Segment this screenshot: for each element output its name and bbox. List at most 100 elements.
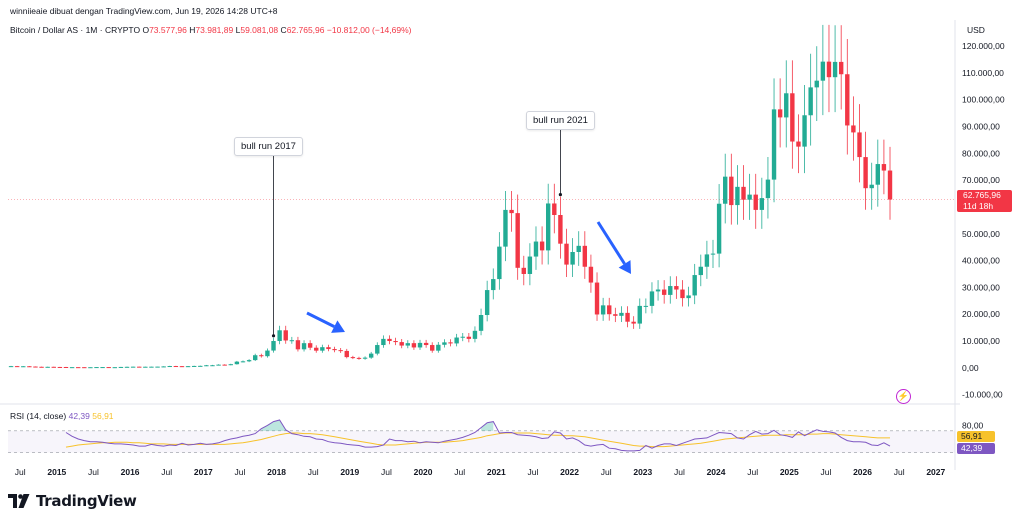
candle-body [124, 366, 130, 368]
candle-body [51, 366, 56, 368]
x-tick-label: Jul [15, 467, 26, 477]
candle-body [649, 291, 655, 306]
candle-body [411, 343, 417, 348]
candle-body [832, 61, 838, 78]
candle-body [509, 209, 514, 214]
candle-body [234, 361, 240, 365]
rsi-legend[interactable]: RSI (14, close) 42,39 56,91 [10, 411, 114, 421]
candle-body [69, 367, 75, 369]
lightning-bolt-icon[interactable]: ⚡ [896, 389, 911, 404]
candle-body [362, 357, 368, 359]
tradingview-logo[interactable]: TradingView [8, 492, 137, 510]
candle-body [301, 343, 307, 350]
candle-body [527, 256, 533, 274]
ohlc-high: 73.981,89 [195, 25, 234, 35]
candle-body [295, 340, 301, 350]
candle-body [826, 61, 832, 78]
candle-body [448, 342, 453, 344]
x-tick-label: Jul [527, 467, 538, 477]
candle-body [27, 366, 32, 368]
candle-body [326, 347, 331, 350]
symbol-title[interactable]: Bitcoin / Dollar AS · 1M · CRYPTO [10, 25, 141, 35]
currency-label[interactable]: USD [967, 25, 985, 35]
credit-line: winniieaie dibuat dengan TradingView.com… [10, 6, 278, 16]
candle-body [576, 245, 581, 252]
candle-body [564, 243, 569, 265]
candle-body [838, 61, 844, 75]
y-tick-label: 50.000,00 [962, 229, 1000, 239]
candle-body [515, 213, 520, 268]
candle-body [320, 347, 325, 351]
candle-body [436, 344, 441, 351]
candle-body [655, 289, 661, 292]
candle-body [161, 366, 166, 368]
candle-body [521, 267, 526, 274]
x-tick-label: Jul [454, 467, 465, 477]
candle-body [686, 295, 691, 299]
x-tick-label: 2023 [633, 467, 652, 477]
candle-body [704, 254, 710, 267]
candle-body [539, 241, 545, 251]
candle-body [472, 330, 478, 339]
rsi-ma-value: 56,91 [92, 411, 114, 421]
candle-body [283, 330, 288, 341]
candle-body [259, 355, 264, 357]
callout-bull-run-2021[interactable]: bull run 2021 [526, 111, 595, 130]
x-tick-label: Jul [747, 467, 758, 477]
candle-body [387, 338, 392, 342]
candle-body [344, 350, 349, 358]
candle-body [228, 364, 233, 366]
x-tick-label: 2018 [267, 467, 286, 477]
y-tick-label: -10.000,00 [962, 390, 1003, 400]
y-tick-label: 100.000,00 [962, 95, 1005, 105]
candle-body [594, 282, 600, 315]
candle-body [216, 364, 221, 366]
candle-body [179, 366, 185, 368]
candle-body [240, 361, 246, 363]
rsi-overbought-fill [261, 420, 286, 431]
candle-body [14, 366, 20, 368]
candle-body [332, 349, 337, 351]
rsi-ma-tag: 56,91 [957, 431, 995, 442]
candle-body [820, 61, 826, 81]
candle-body [765, 179, 771, 199]
candle-body [106, 367, 111, 369]
ohlc-change: −10.812,00 (−14,69%) [326, 25, 412, 35]
y-tick-label: 80.000,00 [962, 148, 1000, 158]
candle-body [130, 366, 136, 368]
candle-body [94, 367, 99, 369]
candle-body [204, 365, 209, 367]
candle-body [277, 330, 282, 342]
candle-body [381, 338, 386, 346]
callout-bull-run-2017[interactable]: bull run 2017 [234, 137, 303, 156]
candle-body [723, 176, 728, 204]
y-tick-label: 110.000,00 [962, 68, 1004, 78]
candle-body [503, 209, 508, 247]
candle-body [552, 203, 557, 215]
x-tick-label: 2022 [560, 467, 579, 477]
candle-body [484, 290, 490, 316]
candle-body [759, 198, 765, 210]
candle-body [729, 176, 734, 206]
candle-body [802, 115, 807, 147]
candle-body [393, 341, 398, 343]
candle-body [8, 366, 14, 368]
candle-body [692, 275, 697, 296]
candle-body [869, 184, 874, 189]
candle-body [668, 286, 673, 295]
arrow-shaft [306, 311, 335, 328]
x-tick-label: Jul [161, 467, 172, 477]
candle-body [582, 245, 588, 267]
candle-body [680, 289, 685, 299]
candle-body [661, 289, 667, 295]
candle-body [607, 305, 612, 315]
candle-body [442, 342, 447, 345]
candle-body [399, 342, 404, 346]
x-tick-label: 2025 [780, 467, 799, 477]
candle-body [857, 132, 862, 158]
candle-body [368, 353, 374, 358]
x-tick-label: Jul [308, 467, 319, 477]
candle-body [558, 215, 563, 244]
